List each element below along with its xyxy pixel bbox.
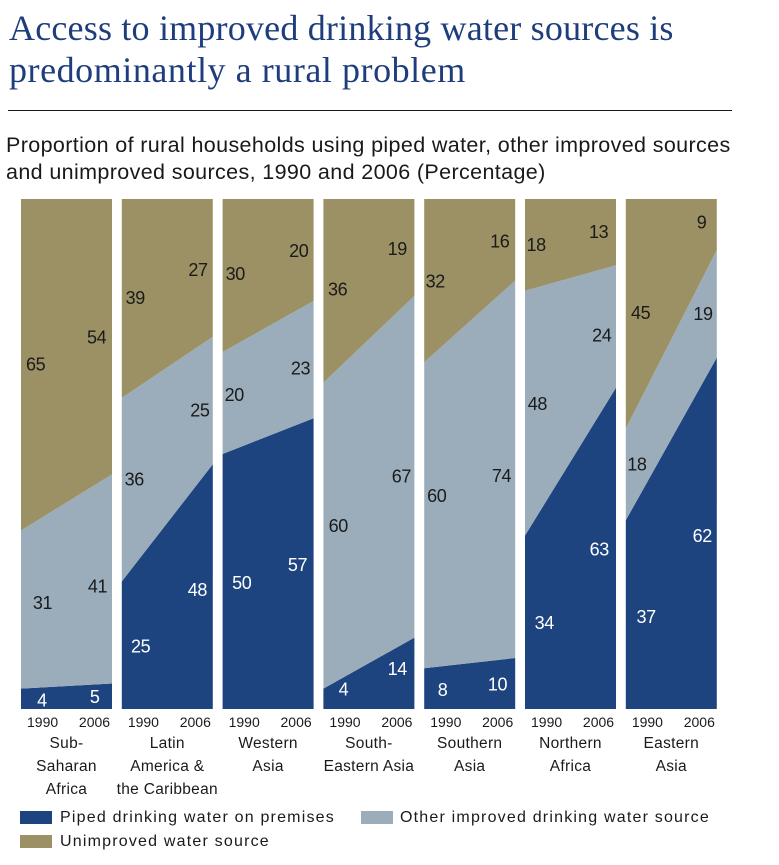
svg-text:62: 62 [693,525,713,545]
svg-text:50: 50 [232,573,252,593]
svg-text:27: 27 [188,260,208,280]
svg-text:23: 23 [291,358,311,378]
svg-text:36: 36 [328,279,348,299]
svg-text:57: 57 [288,555,308,575]
svg-text:41: 41 [88,576,108,596]
svg-text:37: 37 [636,607,656,627]
svg-text:45: 45 [631,303,651,323]
svg-text:25: 25 [131,636,151,656]
svg-text:48: 48 [528,394,548,414]
svg-text:32: 32 [426,271,446,291]
svg-text:19: 19 [388,238,408,258]
svg-text:13: 13 [589,222,609,242]
svg-text:8: 8 [438,679,448,699]
svg-text:67: 67 [392,466,412,486]
svg-text:24: 24 [592,325,612,345]
svg-text:30: 30 [226,263,246,283]
svg-text:20: 20 [225,385,245,405]
svg-text:36: 36 [125,469,145,489]
svg-text:4: 4 [339,679,349,699]
svg-text:63: 63 [590,539,610,559]
svg-text:19: 19 [693,304,713,324]
svg-text:10: 10 [488,674,508,694]
svg-text:60: 60 [427,485,447,505]
svg-text:31: 31 [33,593,53,613]
svg-text:48: 48 [188,580,208,600]
svg-text:60: 60 [329,516,349,536]
svg-text:9: 9 [697,212,707,232]
svg-text:16: 16 [490,231,510,251]
svg-text:20: 20 [289,241,309,261]
svg-text:74: 74 [492,466,512,486]
svg-text:65: 65 [26,354,46,374]
svg-text:18: 18 [627,454,647,474]
svg-text:4: 4 [37,690,47,709]
svg-text:25: 25 [190,400,210,420]
svg-text:18: 18 [526,234,546,254]
svg-text:54: 54 [87,327,107,347]
svg-text:34: 34 [535,613,555,633]
svg-text:14: 14 [388,659,408,679]
svg-text:39: 39 [126,288,146,308]
svg-text:5: 5 [90,686,100,706]
